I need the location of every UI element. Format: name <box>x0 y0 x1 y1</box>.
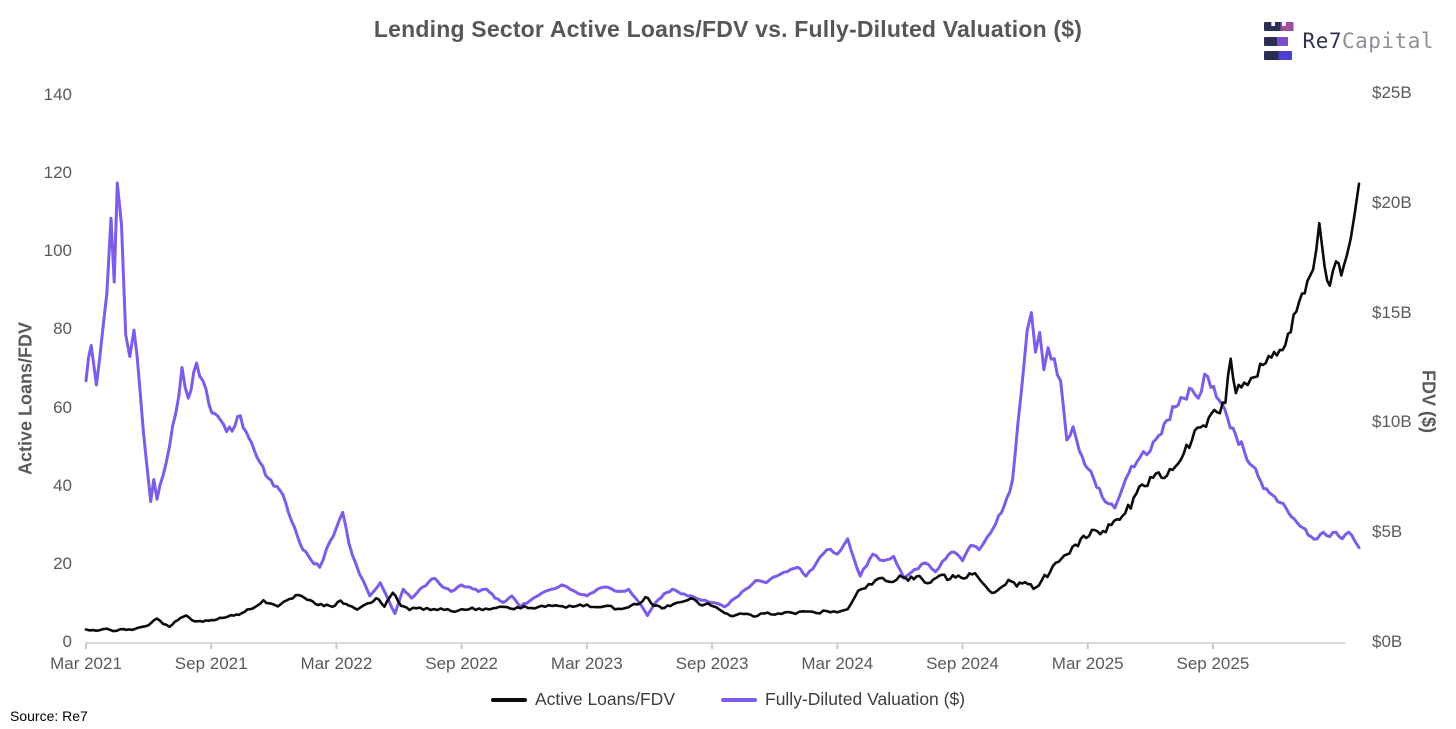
legend-swatch-active-loans <box>490 697 527 702</box>
x-tick-label: Sep 2021 <box>174 654 248 673</box>
x-tick-label: Mar 2024 <box>801 654 874 673</box>
legend-item-fdv: Fully-Diluted Valuation ($) <box>721 689 965 710</box>
legend-swatch-fdv <box>721 697 757 702</box>
y-left-tick-label: 100 <box>43 241 72 261</box>
legend-label-active-loans: Active Loans/FDV <box>534 689 675 709</box>
source-note: Source: Re7 <box>10 708 88 724</box>
fdv-line <box>84 181 1361 618</box>
y-left-tick-label: 20 <box>53 553 72 573</box>
x-tick-label: Mar 2022 <box>300 654 373 673</box>
y-right-tick-label: $25B <box>1372 83 1412 102</box>
logo-bar-bottom <box>1263 51 1292 60</box>
legend-label-fdv: Fully-Diluted Valuation ($) <box>765 689 966 709</box>
re7-logo-icon <box>1263 22 1294 60</box>
y-right-tick-label: $15B <box>1372 302 1412 322</box>
y-right-tick-label: $20B <box>1372 192 1412 212</box>
x-tick-label: Sep 2022 <box>425 654 499 673</box>
logo-wordmark: Re7Capital <box>1303 29 1434 53</box>
x-tick-label: Mar 2025 <box>1051 654 1124 673</box>
y-left-tick-label: 40 <box>53 475 72 495</box>
y-right-tick-label: $0B <box>1372 632 1403 651</box>
legend: Active Loans/FDV Fully-Diluted Valuation… <box>0 689 1456 710</box>
active-loans-line <box>84 182 1361 633</box>
x-tick-label: Mar 2023 <box>550 654 623 673</box>
logo-text-re7: Re7 <box>1302 29 1342 53</box>
logo-bar-top <box>1263 22 1294 31</box>
y-right-tick-label: $10B <box>1372 412 1412 432</box>
y-left-tick-label: 80 <box>53 319 72 339</box>
chart-title: Lending Sector Active Loans/FDV vs. Full… <box>373 16 1083 42</box>
y-left-tick-label: 140 <box>43 85 72 104</box>
legend-item-active-loans: Active Loans/FDV <box>490 689 675 710</box>
x-tick-label: Sep 2023 <box>675 654 749 673</box>
re7-capital-logo: Re7Capital <box>1263 22 1434 60</box>
x-tick-label: Sep 2025 <box>1176 654 1250 673</box>
y-left-tick-label: 60 <box>53 397 72 417</box>
y-left-tick-label: 120 <box>43 163 72 183</box>
y-left-tick-label: 0 <box>62 632 72 651</box>
y-right-tick-label: $5B <box>1372 522 1403 542</box>
x-tick-label: Mar 2021 <box>50 654 122 673</box>
logo-text-capital: Capital <box>1341 29 1434 53</box>
x-tick-label: Sep 2024 <box>926 654 999 673</box>
logo-bar-middle <box>1263 36 1288 46</box>
